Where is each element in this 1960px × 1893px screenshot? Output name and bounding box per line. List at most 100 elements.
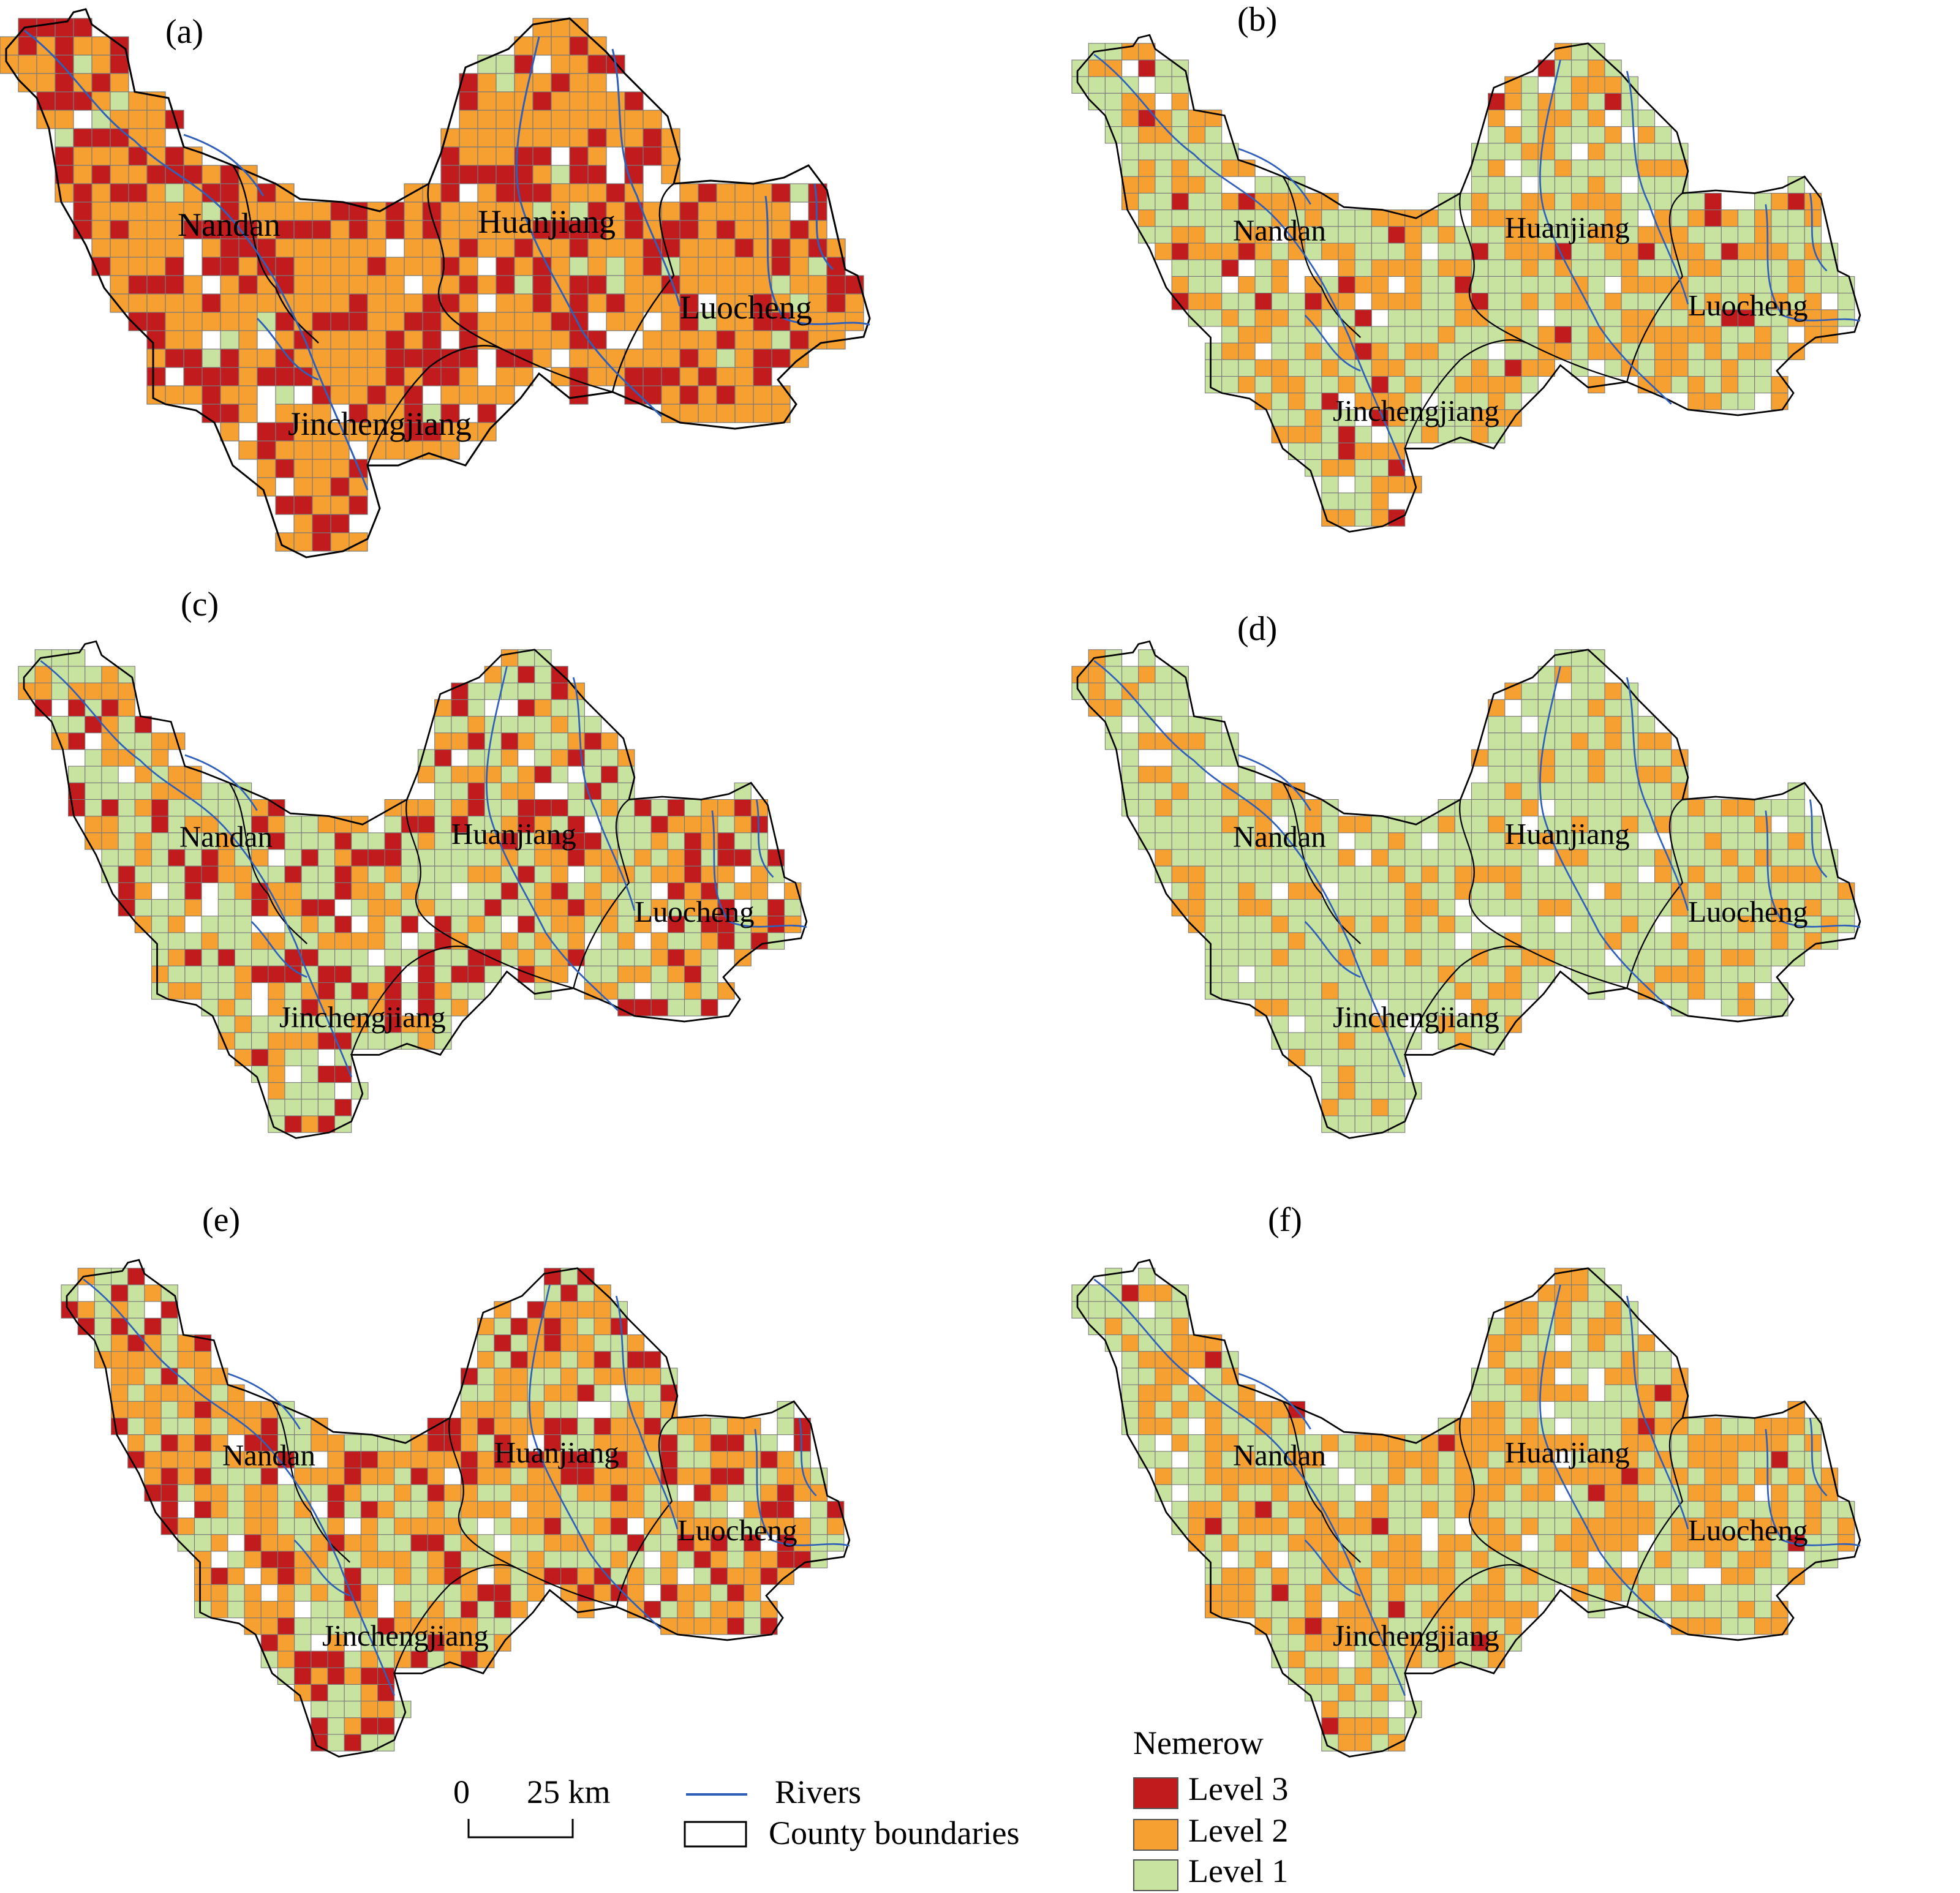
grid-cell <box>514 275 533 295</box>
grid-cell <box>368 882 385 900</box>
grid-cell <box>1338 1684 1355 1702</box>
grid-cell <box>1488 882 1506 900</box>
grid-cell <box>177 1518 195 1535</box>
grid-cell <box>534 916 552 933</box>
grid-cell <box>1388 1551 1406 1568</box>
grid-cell <box>514 257 533 276</box>
grid-cell <box>1471 159 1489 177</box>
county-boundary <box>1404 1564 1528 1674</box>
grid-cell <box>1504 293 1522 310</box>
grid-cell <box>1254 1551 1272 1568</box>
grid-cell <box>1504 882 1522 900</box>
grid-cell <box>385 312 405 331</box>
grid-cell <box>360 1684 379 1702</box>
grid-cell <box>477 1351 495 1369</box>
grid-cell <box>1588 1334 1605 1352</box>
grid-cell <box>1471 226 1489 244</box>
grid-cell <box>1654 176 1672 194</box>
grid-cell <box>1371 949 1389 966</box>
grid-cell <box>1287 426 1306 443</box>
grid-cell <box>1604 126 1622 144</box>
grid-cell <box>91 165 111 184</box>
grid-cell <box>1188 209 1206 227</box>
grid-cell <box>693 1617 711 1635</box>
grid-cell <box>1088 1284 1106 1302</box>
grid-cell <box>1338 509 1355 527</box>
grid-cell <box>467 766 485 783</box>
grid-cell <box>684 799 702 817</box>
grid-cell <box>734 799 752 817</box>
grid-cell <box>1704 965 1722 984</box>
grid-cell <box>1554 799 1572 817</box>
grid-cell <box>1421 1650 1439 1668</box>
grid-cell <box>330 459 350 478</box>
grid-cell <box>394 1551 412 1568</box>
grid-cell <box>260 1417 278 1436</box>
grid-cell <box>1371 326 1389 344</box>
grid-cell <box>268 882 285 900</box>
grid-cell <box>698 238 717 258</box>
grid-cell <box>1571 326 1589 344</box>
grid-cell <box>684 949 702 966</box>
grid-cell <box>1771 259 1789 277</box>
grid-cell <box>1537 899 1555 917</box>
grid-cell <box>238 367 258 386</box>
grid-cell <box>518 666 535 683</box>
grid-cell <box>1221 309 1239 327</box>
grid-cell <box>1171 1401 1189 1419</box>
grid-cell <box>1388 1584 1406 1602</box>
grid-cell <box>1121 766 1139 783</box>
grid-cell <box>1204 276 1223 294</box>
grid-cell <box>1588 59 1605 77</box>
grid-cell <box>1804 209 1822 227</box>
grid-cell <box>1254 1584 1272 1602</box>
grid-cell <box>1637 1384 1656 1402</box>
grid-cell <box>716 257 736 276</box>
grid-cell <box>1737 359 1755 377</box>
grid-cell <box>1588 932 1605 950</box>
grid-cell <box>1488 1384 1506 1402</box>
grid-cell <box>1221 965 1239 984</box>
grid-cell <box>717 932 735 950</box>
grid-cell <box>1687 932 1705 950</box>
grid-cell <box>551 916 568 933</box>
grid-cell <box>1537 1584 1555 1602</box>
grid-cell <box>1571 1368 1589 1385</box>
grid-cell <box>650 865 668 883</box>
grid-cell <box>1771 226 1789 244</box>
grid-cell <box>477 275 497 295</box>
grid-cell <box>1321 982 1339 1000</box>
grid-cell <box>810 1534 828 1552</box>
grid-cell <box>710 1534 728 1552</box>
grid-cell <box>183 367 203 386</box>
grid-cell <box>606 220 625 239</box>
grid-cell <box>349 312 368 331</box>
grid-cell <box>146 220 166 239</box>
grid-cell <box>434 882 452 900</box>
grid-cell <box>294 1617 312 1635</box>
grid-cell <box>760 1518 778 1535</box>
grid-cell <box>1588 1534 1605 1552</box>
grid-cell <box>567 932 585 950</box>
grid-cell <box>1421 359 1439 377</box>
county-boundary <box>616 1417 673 1607</box>
grid-cell <box>367 238 386 258</box>
grid-cell <box>826 293 846 313</box>
grid-cell <box>217 916 235 933</box>
grid-cell <box>351 882 369 900</box>
grid-cell <box>177 1351 195 1369</box>
grid-cell <box>1271 916 1289 933</box>
grid-cell <box>1471 1384 1489 1402</box>
grid-cell <box>1404 1534 1422 1552</box>
grid-cell <box>734 932 752 950</box>
grid-cell <box>661 348 680 368</box>
grid-cell <box>146 110 166 129</box>
grid-cell <box>211 1451 228 1469</box>
grid-cell <box>417 1015 435 1033</box>
grid-cell <box>1138 799 1156 817</box>
grid-cell <box>293 220 313 239</box>
grid-cell <box>584 832 602 850</box>
grid-cell <box>667 965 685 984</box>
grid-cell <box>55 36 74 56</box>
grid-cell <box>610 1401 628 1419</box>
